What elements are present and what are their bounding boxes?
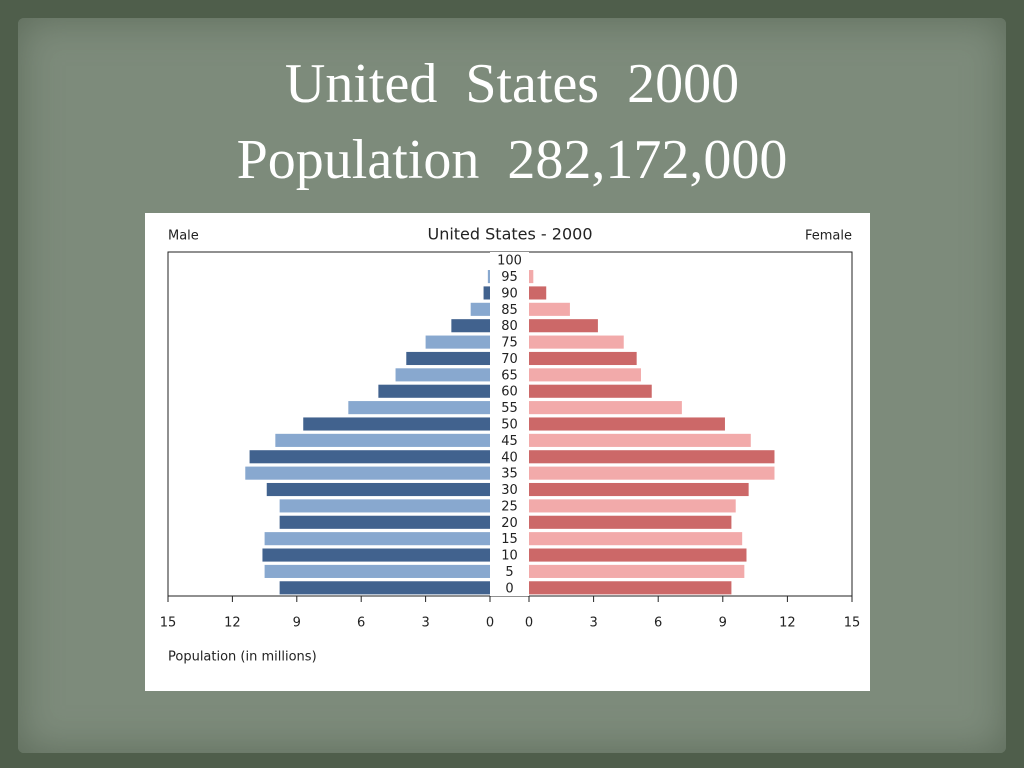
age-label: 55 bbox=[501, 401, 518, 416]
bar bbox=[529, 368, 641, 382]
age-label: 15 bbox=[501, 532, 518, 547]
age-label: 0 bbox=[505, 581, 513, 596]
bar bbox=[529, 433, 751, 447]
bar bbox=[483, 286, 490, 300]
bar bbox=[529, 450, 775, 464]
bar bbox=[529, 319, 598, 333]
x-axis-label: Population (in millions) bbox=[168, 650, 317, 665]
bar bbox=[529, 401, 682, 415]
bar bbox=[378, 384, 490, 398]
bar bbox=[470, 302, 490, 316]
age-column bbox=[490, 252, 529, 596]
chart-title: United States - 2000 bbox=[427, 225, 592, 244]
bar bbox=[245, 466, 490, 480]
slide-title: Population 282,172,000 bbox=[236, 129, 788, 191]
x-tick-label: 9 bbox=[719, 616, 727, 631]
bar bbox=[529, 482, 749, 497]
bar bbox=[303, 417, 490, 431]
bar bbox=[279, 515, 490, 529]
age-label: 30 bbox=[501, 483, 518, 498]
age-label: 5 bbox=[505, 565, 513, 580]
bar bbox=[451, 319, 490, 333]
bar bbox=[487, 270, 490, 284]
age-label: 35 bbox=[501, 467, 518, 482]
x-tick-label: 3 bbox=[421, 616, 429, 631]
age-label: 100 bbox=[497, 254, 522, 269]
bar bbox=[529, 351, 637, 366]
legend-label: Female bbox=[805, 229, 852, 244]
bar bbox=[348, 401, 490, 415]
age-label: 80 bbox=[501, 319, 518, 334]
age-label: 25 bbox=[501, 499, 518, 514]
bar bbox=[266, 482, 490, 497]
bar bbox=[264, 532, 490, 546]
bar bbox=[262, 548, 490, 562]
age-label: 65 bbox=[501, 368, 518, 383]
x-tick-label: 9 bbox=[293, 616, 301, 631]
x-tick-label: 12 bbox=[779, 616, 796, 631]
bar bbox=[529, 286, 547, 300]
legend-label: Male bbox=[168, 229, 199, 244]
age-label: 85 bbox=[501, 303, 518, 318]
age-label: 10 bbox=[501, 549, 518, 564]
bar bbox=[406, 351, 490, 366]
slide-title: United States 2000 bbox=[284, 53, 740, 115]
x-tick-label: 0 bbox=[525, 616, 533, 631]
bar bbox=[279, 499, 490, 513]
bar bbox=[529, 581, 732, 595]
bar bbox=[529, 270, 534, 284]
bar bbox=[529, 548, 747, 562]
x-tick-label: 12 bbox=[224, 616, 241, 631]
age-label: 50 bbox=[501, 418, 518, 433]
x-tick-label: 15 bbox=[844, 616, 861, 631]
bar bbox=[529, 499, 736, 513]
bar bbox=[249, 450, 490, 464]
bar bbox=[279, 581, 490, 595]
bar bbox=[529, 532, 743, 546]
age-label: 95 bbox=[501, 270, 518, 285]
bar bbox=[529, 417, 725, 431]
bar bbox=[529, 335, 624, 349]
bar bbox=[529, 564, 745, 578]
bar bbox=[425, 335, 490, 349]
age-label: 60 bbox=[501, 385, 518, 400]
x-tick-label: 0 bbox=[486, 616, 494, 631]
bar bbox=[395, 368, 490, 382]
bar bbox=[264, 564, 490, 578]
age-label: 75 bbox=[501, 336, 518, 351]
x-tick-label: 6 bbox=[654, 616, 662, 631]
bar bbox=[529, 302, 570, 316]
bar bbox=[529, 384, 652, 398]
age-label: 40 bbox=[501, 450, 518, 465]
x-tick-label: 15 bbox=[160, 616, 177, 631]
age-label: 45 bbox=[501, 434, 518, 449]
bar bbox=[275, 433, 490, 447]
bar bbox=[529, 515, 732, 529]
age-label: 90 bbox=[501, 286, 518, 301]
age-label: 70 bbox=[501, 352, 518, 367]
x-tick-label: 3 bbox=[589, 616, 597, 631]
age-label: 20 bbox=[501, 516, 518, 531]
bar bbox=[529, 466, 775, 480]
x-tick-label: 6 bbox=[357, 616, 365, 631]
